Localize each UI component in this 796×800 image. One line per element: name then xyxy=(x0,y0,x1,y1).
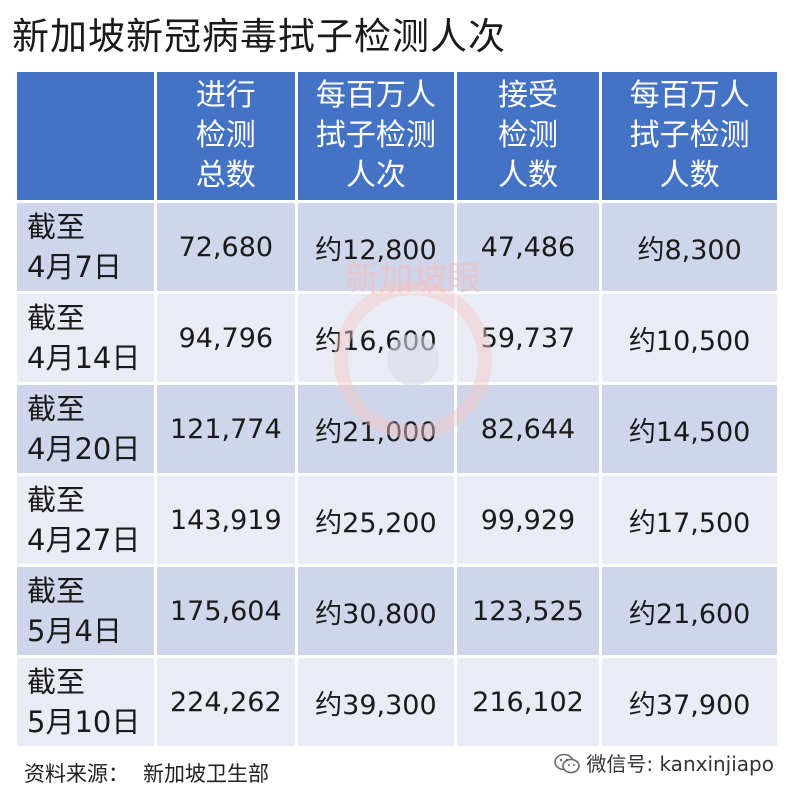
table-cell: 59,737 xyxy=(456,294,600,382)
table-cell: 143,919 xyxy=(156,476,296,564)
wechat-text: 微信号: kanxinjiapo xyxy=(586,752,774,776)
table-cell: 约17,500 xyxy=(602,476,777,564)
table-cell: 82,644 xyxy=(456,385,600,473)
table-cell: 121,774 xyxy=(156,385,296,473)
wechat-icon xyxy=(554,753,581,774)
table-cell: 约16,600 xyxy=(298,294,454,382)
row-label: 截至 4月7日 xyxy=(17,203,154,291)
row-label: 截至 4月14日 xyxy=(17,294,154,382)
table-cell: 72,680 xyxy=(156,203,296,291)
table-cell: 约14,500 xyxy=(602,385,777,473)
table-cell: 约30,800 xyxy=(298,567,454,655)
table-cell: 94,796 xyxy=(156,294,296,382)
table-cell: 216,102 xyxy=(456,658,600,746)
table-row: 截至 4月14日 94,796 约16,600 59,737 约10,500 xyxy=(17,294,777,382)
column-header: 每百万人 拭子检测 人次 xyxy=(298,72,454,200)
wechat-id: 微信号: kanxinjiapo xyxy=(554,750,774,778)
table-row: 截至 4月7日 72,680 约12,800 47,486 约8,300 xyxy=(17,203,777,291)
column-header: 接受 检测 人数 xyxy=(456,72,600,200)
table-cell: 99,929 xyxy=(456,476,600,564)
row-label: 截至 4月20日 xyxy=(17,385,154,473)
table-cell: 47,486 xyxy=(456,203,600,291)
source-label: 资料来源： xyxy=(24,762,129,786)
table-cell: 约25,200 xyxy=(298,476,454,564)
table-cell: 约21,000 xyxy=(298,385,454,473)
row-label: 截至 4月27日 xyxy=(17,476,154,564)
table-row: 截至 5月10日 224,262 约39,300 216,102 约37,900 xyxy=(17,658,777,746)
table-cell: 约8,300 xyxy=(602,203,777,291)
table-cell: 约37,900 xyxy=(602,658,777,746)
page-title: 新加坡新冠病毒拭子检测人次 xyxy=(12,15,506,58)
source-name: 新加坡卫生部 xyxy=(143,762,269,786)
table-row: 截至 4月20日 121,774 约21,000 82,644 约14,500 xyxy=(17,385,777,473)
data-table: 进行 检测 总数 每百万人 拭子检测 人次 接受 检测 人数 每百万人 拭子检测 人数 截至 4月7日 7… xyxy=(14,69,780,749)
column-header: 每百万人 拭子检测 人数 xyxy=(602,72,777,200)
table-row: 截至 5月4日 175,604 约30,800 123,525 约21,600 xyxy=(17,567,777,655)
table-cell: 224,262 xyxy=(156,658,296,746)
table-row: 截至 4月27日 143,919 约25,200 99,929 约17,500 xyxy=(17,476,777,564)
table-cell: 约12,800 xyxy=(298,203,454,291)
header-row: 进行 检测 总数 每百万人 拭子检测 人次 接受 检测 人数 每百万人 拭子检测 人数 xyxy=(17,72,777,200)
table-cell: 约21,600 xyxy=(602,567,777,655)
row-label: 截至 5月4日 xyxy=(17,567,154,655)
table-cell: 175,604 xyxy=(156,567,296,655)
column-header: 进行 检测 总数 xyxy=(156,72,296,200)
table-cell: 约10,500 xyxy=(602,294,777,382)
header-corner xyxy=(17,72,154,200)
table-cell: 约39,300 xyxy=(298,658,454,746)
table-cell: 123,525 xyxy=(456,567,600,655)
row-label: 截至 5月10日 xyxy=(17,658,154,746)
source-note: 资料来源： 新加坡卫生部 xyxy=(24,760,269,788)
